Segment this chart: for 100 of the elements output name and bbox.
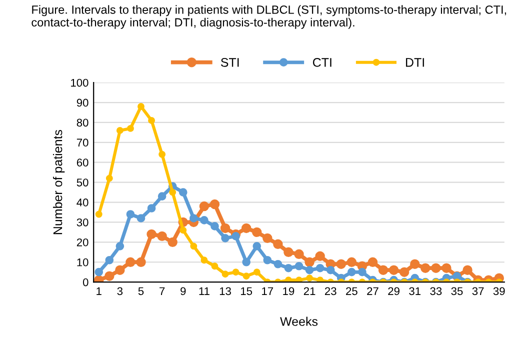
x-tick-label: 31 xyxy=(409,287,421,296)
point xyxy=(222,270,229,278)
x-tick-label: 35 xyxy=(451,287,463,296)
point xyxy=(420,263,430,273)
point xyxy=(284,264,293,272)
point xyxy=(221,234,230,242)
point xyxy=(242,258,250,266)
point xyxy=(190,214,198,222)
x-tick-label: 5 xyxy=(138,287,144,296)
y-tick-label: 100 xyxy=(71,78,88,87)
point xyxy=(252,242,262,250)
point xyxy=(136,257,146,267)
y-tick-label: 80 xyxy=(76,118,88,127)
chart-title: Figure. Intervals to therapy in patients with DLBCL (STI, symptoms-to-therapy interval; CTI, contact-to-therapy interval; DTI, diagnosis-to-therapy interval). xyxy=(32,5,506,29)
y-tick-label: 20 xyxy=(76,238,88,246)
x-tick-label: 3 xyxy=(117,287,123,296)
point xyxy=(104,271,114,281)
point xyxy=(200,216,208,224)
y-tick-label: 50 xyxy=(76,178,88,186)
point xyxy=(232,232,240,240)
x-tick-label: 19 xyxy=(283,287,294,296)
point xyxy=(304,257,314,267)
point xyxy=(388,265,399,275)
point xyxy=(126,210,135,218)
point xyxy=(136,214,146,222)
point xyxy=(348,268,356,276)
point xyxy=(116,126,124,134)
point xyxy=(199,201,210,212)
x-tick-label: 37 xyxy=(472,287,484,296)
legend-label: STI xyxy=(220,58,239,67)
point xyxy=(169,188,176,196)
point xyxy=(210,222,219,230)
point xyxy=(241,223,252,234)
point xyxy=(368,257,378,267)
point xyxy=(157,231,167,242)
point xyxy=(315,251,325,262)
point xyxy=(232,268,240,276)
y-tick-label: 60 xyxy=(76,158,88,167)
point xyxy=(178,188,188,196)
x-tick-label: 29 xyxy=(388,287,400,296)
y-tick-label: 30 xyxy=(76,218,88,226)
point xyxy=(158,150,166,158)
x-tick-label: 11 xyxy=(199,287,210,295)
point xyxy=(200,256,208,264)
legend-label: DTI xyxy=(406,58,424,67)
point xyxy=(190,242,198,250)
point xyxy=(462,265,472,275)
point xyxy=(306,274,314,282)
x-tick-label: 25 xyxy=(346,287,358,296)
y-tick-label: 10 xyxy=(77,258,88,266)
point xyxy=(138,103,144,110)
y-tick-label: 90 xyxy=(76,98,88,107)
point xyxy=(148,116,156,124)
point xyxy=(431,263,441,273)
x-tick-label: 7 xyxy=(160,287,165,295)
point xyxy=(358,268,366,276)
point xyxy=(146,229,156,240)
x-axis-title: Weeks xyxy=(280,316,318,326)
point xyxy=(242,272,250,280)
point xyxy=(316,264,324,272)
point xyxy=(210,199,220,210)
x-tick-label: 9 xyxy=(180,287,186,296)
point xyxy=(253,268,260,276)
point xyxy=(126,124,134,132)
point xyxy=(273,239,283,250)
legend-label: CTI xyxy=(312,58,332,67)
point xyxy=(158,192,166,200)
point xyxy=(220,223,230,234)
point xyxy=(180,226,187,234)
x-tick-label: 21 xyxy=(304,287,316,295)
y-tick-label: 0 xyxy=(82,278,88,286)
x-tick-label: 39 xyxy=(493,287,505,296)
point xyxy=(94,268,104,276)
y-tick-label: 70 xyxy=(76,138,88,147)
point xyxy=(336,259,346,269)
x-tick-label: 1 xyxy=(96,287,102,295)
x-tick-label: 13 xyxy=(220,287,231,296)
point xyxy=(305,266,314,274)
point xyxy=(252,227,262,238)
point xyxy=(274,260,282,268)
point xyxy=(116,242,124,250)
point xyxy=(168,237,178,248)
point xyxy=(263,256,272,264)
point xyxy=(316,276,324,282)
point xyxy=(94,275,104,282)
x-tick-label: 33 xyxy=(430,287,442,296)
point xyxy=(378,265,388,275)
point xyxy=(410,259,420,269)
point xyxy=(294,249,304,260)
point xyxy=(262,233,272,244)
point xyxy=(399,267,410,277)
y-tick-label: 40 xyxy=(76,198,88,206)
point xyxy=(95,210,102,218)
point xyxy=(284,247,294,258)
point xyxy=(115,265,125,275)
point xyxy=(296,276,302,282)
point xyxy=(442,263,452,273)
x-tick-label: 15 xyxy=(241,287,252,296)
x-tick-label: 17 xyxy=(262,287,274,295)
x-tick-label: 27 xyxy=(367,287,378,295)
